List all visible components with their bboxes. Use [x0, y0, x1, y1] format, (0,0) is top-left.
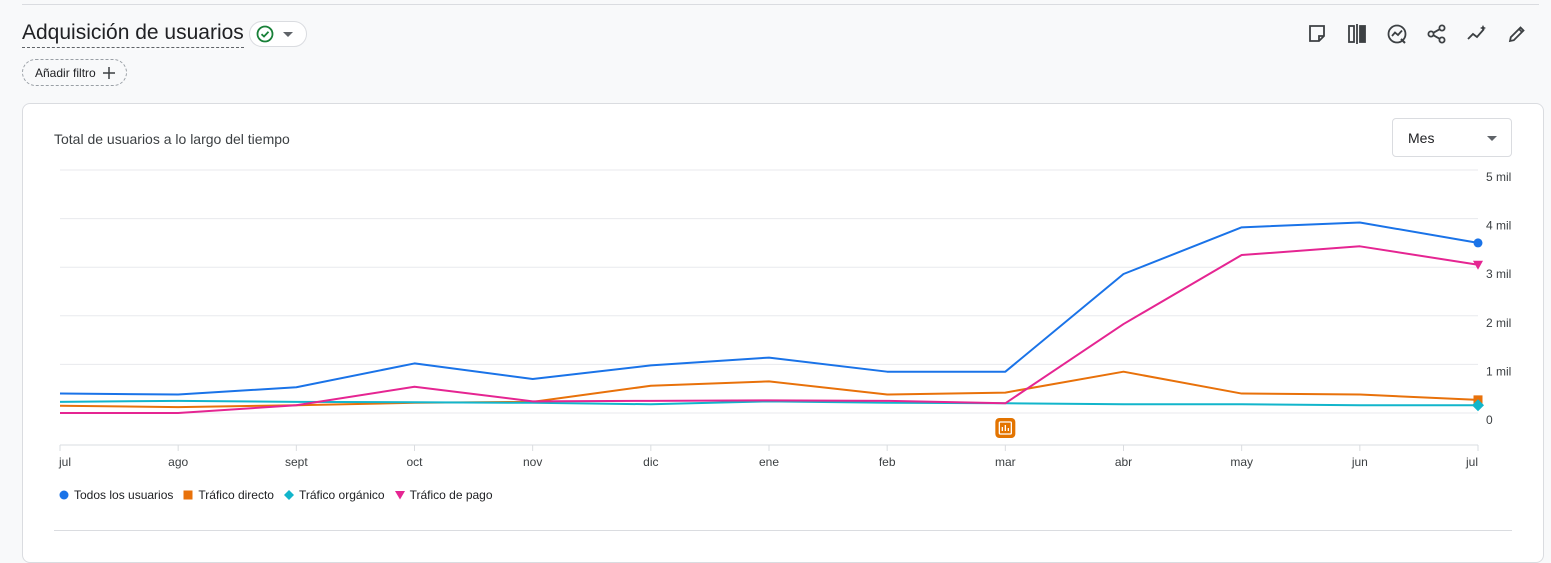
x-tick-label: feb	[879, 455, 896, 469]
x-tick-label: ene	[759, 455, 779, 469]
legend-swatch	[283, 490, 294, 500]
x-tick-label: oct	[406, 455, 423, 469]
x-tick-label: dic	[643, 455, 658, 469]
x-tick-label: jun	[1351, 455, 1368, 469]
legend-item[interactable]: Tráfico de pago	[394, 488, 493, 502]
card-divider	[54, 530, 1512, 531]
x-tick-label: may	[1230, 455, 1253, 469]
status-dropdown[interactable]	[248, 21, 307, 47]
title-row: Adquisición de usuarios	[22, 20, 307, 48]
legend-label: Tráfico orgánico	[298, 488, 385, 502]
series-end-marker	[1473, 260, 1483, 270]
line-chart: 5 mil 4 mil 3 mil 2 mil 1 mil 0 jul ago sept oct n…	[58, 169, 1511, 469]
x-tick-label: mar	[995, 455, 1016, 469]
series-end-marker	[1472, 399, 1484, 412]
plus-icon	[102, 66, 115, 79]
compare-icon	[1348, 24, 1366, 44]
legend-item[interactable]: Tráfico orgánico	[283, 488, 385, 502]
legend-label: Tráfico de pago	[409, 488, 493, 502]
series-line	[59, 221, 1479, 396]
chevron-down-icon	[282, 31, 293, 37]
note-icon	[1309, 25, 1325, 42]
compare-button[interactable]	[1345, 22, 1369, 46]
x-tick-label: jul	[58, 455, 71, 469]
edit-icon	[1508, 26, 1525, 43]
legend-swatch	[59, 490, 69, 500]
y-tick-label: 0	[1486, 413, 1493, 427]
note-button[interactable]	[1305, 22, 1329, 46]
y-tick-label: 3 mil	[1486, 267, 1511, 281]
insights-button[interactable]	[1385, 22, 1409, 46]
page-title[interactable]: Adquisición de usuarios	[22, 20, 244, 48]
chart-card: Total de usuarios a lo largo del tiempo …	[22, 103, 1544, 563]
y-tick-label: 5 mil	[1486, 170, 1511, 184]
insights-icon	[1387, 24, 1407, 44]
legend-label: Tráfico directo	[198, 488, 274, 502]
trend-button[interactable]	[1465, 22, 1489, 46]
chart-legend: Todos los usuarios Tráfico directo Tráfico…	[59, 488, 503, 502]
series-line	[59, 399, 1478, 407]
legend-label: Todos los usuarios	[74, 488, 174, 502]
toolbar	[1289, 22, 1529, 46]
x-tick-label: jul	[1465, 455, 1478, 469]
add-filter-button[interactable]: Añadir filtro	[22, 59, 127, 86]
chart-title: Total de usuarios a lo largo del tiempo	[54, 131, 290, 147]
add-filter-label: Añadir filtro	[35, 65, 96, 80]
period-select[interactable]: Mes	[1392, 118, 1512, 157]
x-tick-label: sept	[285, 455, 308, 469]
series-line	[60, 245, 1479, 414]
series-end-marker	[1473, 238, 1483, 248]
annotation-icon[interactable]	[995, 418, 1016, 438]
top-divider	[22, 4, 1539, 5]
edit-button[interactable]	[1505, 22, 1529, 46]
legend-swatch	[183, 490, 193, 500]
x-tick-label: ago	[168, 455, 188, 469]
chevron-down-icon	[1487, 136, 1497, 141]
x-tick-label: abr	[1115, 455, 1132, 469]
legend-item[interactable]: Todos los usuarios	[59, 488, 173, 502]
legend-item[interactable]: Tráfico directo	[183, 488, 274, 502]
period-select-value: Mes	[1408, 129, 1435, 146]
check-circle-icon	[256, 25, 274, 43]
legend-swatch	[394, 491, 405, 500]
share-button[interactable]	[1425, 22, 1449, 46]
y-tick-label: 2 mil	[1486, 316, 1511, 330]
y-tick-label: 1 mil	[1486, 364, 1511, 378]
trend-icon	[1467, 25, 1486, 40]
x-tick-label: nov	[523, 455, 542, 469]
y-tick-label: 4 mil	[1486, 219, 1511, 233]
share-icon	[1427, 24, 1446, 44]
